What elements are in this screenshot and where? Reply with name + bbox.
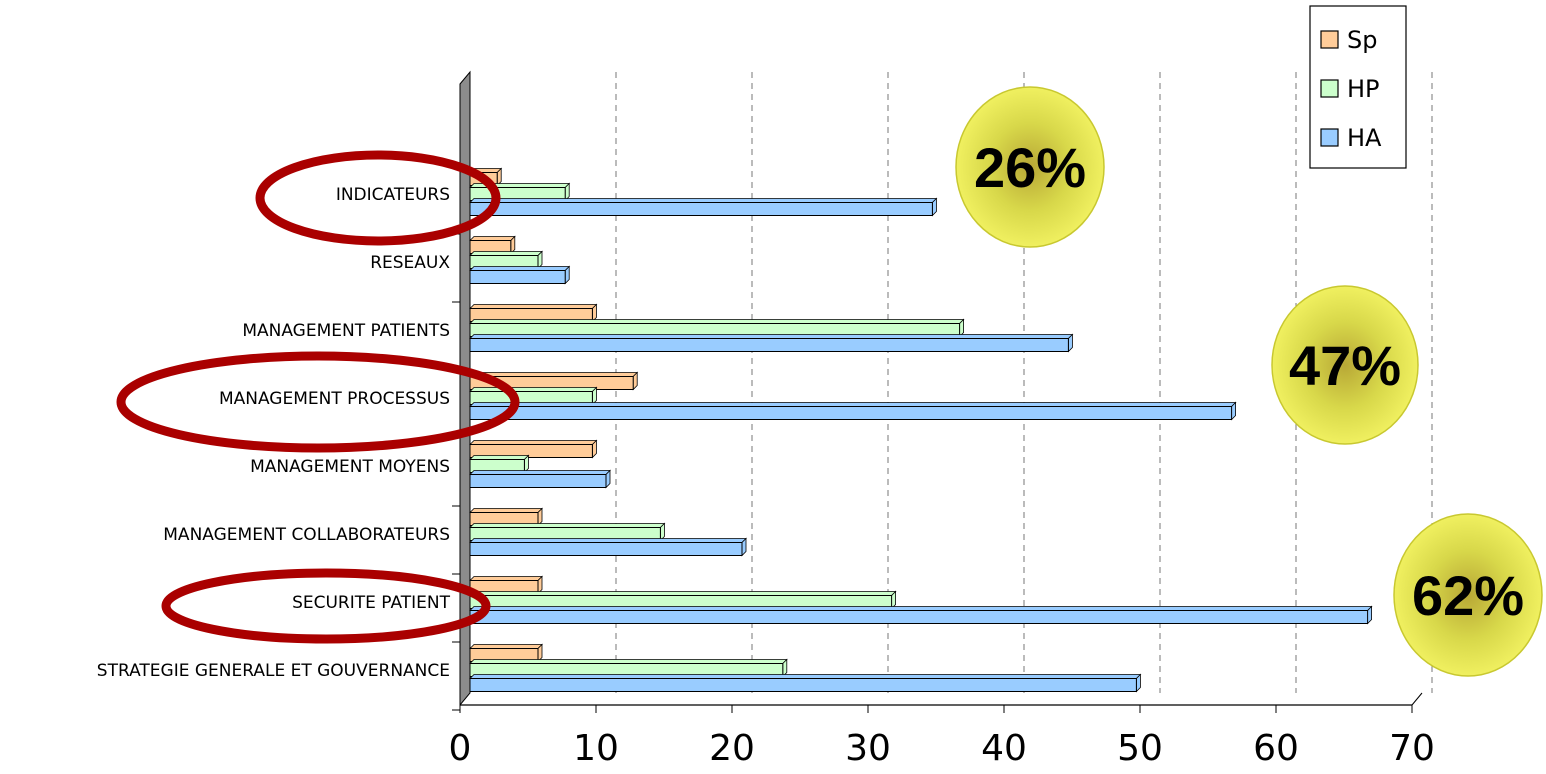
bars (469, 167, 1373, 693)
x-tick-label-40: 40 (981, 728, 1027, 769)
x-tick-label-20: 20 (709, 728, 755, 769)
bar-securite-patient-sp (469, 575, 543, 595)
category-label-reseaux: RESEAUX (370, 253, 450, 273)
category-label-management-patients: MANAGEMENT PATIENTS (242, 321, 450, 341)
bar-management-patients-ha (469, 333, 1074, 353)
bar-strategie-generale-et-gouvernance-ha (469, 673, 1142, 693)
badge-label: 47% (1289, 334, 1401, 397)
bar-strategie-generale-et-gouvernance-sp (469, 643, 543, 663)
badge-indicateurs: 26% (955, 86, 1105, 248)
bar-management-patients-sp (469, 303, 598, 323)
bar-management-moyens-sp (469, 439, 598, 459)
highlight-ellipse-indicateurs (255, 150, 501, 246)
x-tick-label-60: 60 (1253, 728, 1299, 769)
x-axis-depth (1411, 692, 1423, 706)
svg-text:HP: HP (1347, 75, 1380, 103)
bar-management-moyens-hp (469, 454, 530, 474)
bar-management-processus-hp (469, 386, 598, 406)
bar-securite-patient-hp (469, 590, 897, 610)
highlight-ellipse-management-processus (116, 351, 520, 453)
category-label-management-processus: MANAGEMENT PROCESSUS (219, 389, 450, 409)
legend-item-sp: Sp (1320, 26, 1377, 54)
x-tick-labels: 0 10 20 30 40 50 60 70 (449, 728, 1435, 769)
bar-management-patients-hp (469, 318, 965, 338)
svg-text:Sp: Sp (1347, 26, 1377, 54)
badge-label: 62% (1412, 564, 1524, 627)
badge-securite-patient: 62% (1393, 513, 1543, 677)
bar-securite-patient-ha (469, 605, 1373, 625)
bar-management-collaborateurs-sp (469, 507, 543, 527)
legend: Sp HP HA (1309, 5, 1407, 169)
bar-management-moyens-ha (469, 469, 611, 489)
category-label-indicateurs: INDICATEURS (336, 185, 450, 205)
bar-management-collaborateurs-hp (469, 522, 666, 542)
bar-indicateurs-hp (469, 182, 571, 202)
bar-reseaux-hp (469, 250, 543, 270)
x-tick-label-0: 0 (449, 728, 472, 769)
highlight-ellipse-securite-patient (161, 568, 491, 644)
category-label-management-collaborateurs: MANAGEMENT COLLABORATEURS (163, 525, 450, 545)
badge-management-processus: 47% (1271, 285, 1419, 445)
category-label-strategie-generale-et-gouvernance: STRATEGIE GENERALE ET GOUVERNANCE (97, 661, 450, 681)
x-tick-label-30: 30 (845, 728, 891, 769)
badge-label: 26% (974, 136, 1086, 199)
bar-management-collaborateurs-ha (469, 537, 747, 557)
x-tick-label-50: 50 (1117, 728, 1163, 769)
x-tick-label-10: 10 (573, 728, 619, 769)
bar-strategie-generale-et-gouvernance-hp (469, 658, 788, 678)
bar-indicateurs-ha (469, 197, 938, 217)
legend-item-ha: HA (1320, 124, 1382, 152)
svg-text:HA: HA (1347, 124, 1382, 152)
bar-reseaux-sp (469, 235, 516, 255)
category-label-management-moyens: MANAGEMENT MOYENS (250, 457, 450, 477)
percent-badges: 26% 47% 62% (955, 86, 1543, 677)
category-labels: STRATEGIE GENERALE ET GOUVERNANCE SECURIT… (97, 185, 451, 681)
highlight-ellipses (116, 150, 520, 644)
legend-item-hp: HP (1320, 75, 1380, 103)
category-label-securite-patient: SECURITE PATIENT (292, 593, 451, 613)
x-tick-label-70: 70 (1389, 728, 1435, 769)
bar-management-processus-ha (469, 401, 1237, 421)
bar-reseaux-ha (469, 265, 571, 285)
